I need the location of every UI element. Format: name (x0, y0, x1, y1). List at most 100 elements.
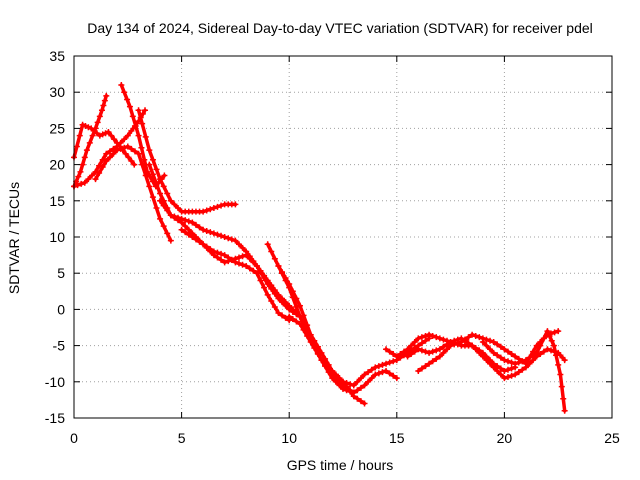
data-point (436, 335, 443, 342)
data-point (343, 383, 350, 390)
data-point (483, 342, 490, 349)
data-point (390, 358, 397, 365)
data-point (268, 297, 275, 304)
data-point (433, 347, 440, 354)
data-point (512, 353, 519, 360)
data-point (372, 364, 379, 371)
data-point (504, 358, 511, 365)
data-point (178, 219, 185, 226)
data-point (390, 372, 397, 379)
data-point (293, 318, 300, 325)
data-point (289, 288, 296, 295)
data-point (472, 332, 479, 339)
x-tick-label: 5 (178, 430, 186, 446)
data-point (250, 259, 257, 266)
y-tick-label: -5 (53, 338, 66, 354)
data-point (318, 357, 325, 364)
data-point (275, 291, 282, 298)
data-point (293, 295, 300, 302)
data-point (218, 202, 225, 209)
data-point (121, 136, 128, 143)
data-point (253, 262, 260, 269)
data-point (469, 331, 476, 338)
data-point (508, 359, 515, 366)
data-point (429, 358, 436, 365)
series-trace-14 (404, 335, 568, 382)
data-point (192, 221, 199, 228)
data-point (122, 150, 129, 157)
y-tick-label: 35 (49, 48, 65, 64)
data-point (400, 348, 407, 355)
data-point (203, 207, 210, 214)
data-point (383, 346, 390, 353)
series-trace-11 (275, 262, 433, 389)
data-point (282, 275, 289, 282)
data-point (415, 367, 422, 374)
data-point (411, 348, 418, 355)
data-point (268, 248, 275, 255)
data-point (393, 353, 400, 360)
data-point (519, 366, 526, 373)
data-point (99, 156, 106, 163)
data-point (289, 306, 296, 313)
data-point (512, 360, 519, 367)
data-point (415, 335, 422, 342)
x-tick-label: 15 (389, 430, 405, 446)
data-point (476, 349, 483, 356)
data-point (264, 241, 271, 248)
data-point (357, 398, 364, 405)
data-point (404, 346, 411, 353)
data-point (110, 150, 117, 157)
data-point (296, 320, 303, 327)
series-trace-12 (286, 313, 368, 407)
data-point (560, 395, 567, 402)
data-point (440, 336, 447, 343)
data-point (379, 361, 386, 368)
series-line (93, 144, 173, 243)
data-point (182, 229, 189, 236)
data-point (268, 282, 275, 289)
data-point (548, 337, 555, 344)
data-point (85, 124, 92, 131)
data-point (537, 342, 544, 349)
data-point (203, 227, 210, 234)
data-point (106, 154, 113, 161)
data-point (253, 270, 260, 277)
y-tick-label: 10 (49, 229, 65, 245)
data-point (124, 96, 131, 103)
data-point (160, 183, 167, 190)
data-point (96, 132, 103, 139)
series-trace-16 (479, 328, 568, 414)
data-point (85, 176, 92, 183)
data-point (429, 348, 436, 355)
data-point (86, 139, 93, 146)
series-trace-3 (71, 107, 149, 190)
data-point (225, 235, 232, 242)
data-point (508, 351, 515, 358)
data-point (361, 371, 368, 378)
data-point (164, 207, 171, 214)
data-point (357, 384, 364, 391)
data-point (146, 161, 153, 168)
data-point (440, 343, 447, 350)
data-point (397, 351, 404, 358)
data-point (160, 223, 167, 230)
data-point (157, 190, 164, 197)
data-point (218, 256, 225, 263)
data-point (533, 349, 540, 356)
data-point (557, 371, 564, 378)
data-point (354, 395, 361, 402)
data-point (311, 337, 318, 344)
data-point (207, 229, 214, 236)
data-point (102, 130, 109, 137)
data-point (157, 197, 164, 204)
data-point (555, 328, 562, 335)
data-point (512, 371, 519, 378)
data-point (487, 346, 494, 353)
data-point (75, 173, 82, 180)
data-point (149, 194, 156, 201)
data-point (340, 378, 346, 385)
data-point (157, 215, 164, 222)
data-point (146, 147, 153, 154)
data-point (175, 205, 182, 212)
